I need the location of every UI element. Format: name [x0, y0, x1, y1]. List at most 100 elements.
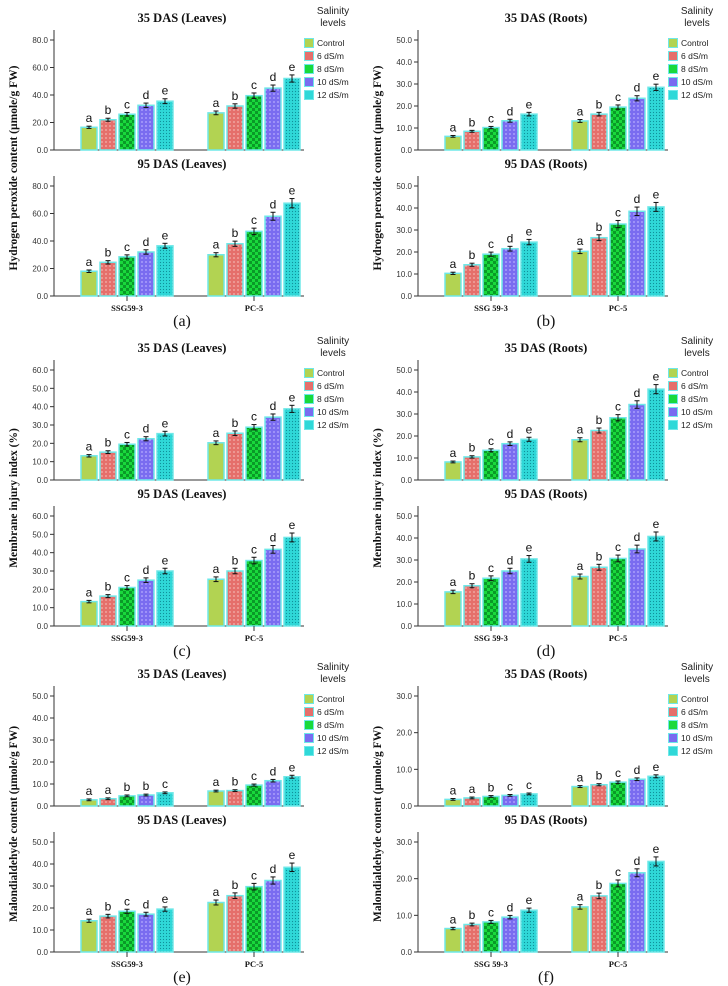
legend-title: Salinity levels: [680, 6, 714, 29]
significance-letter: b: [105, 103, 112, 117]
bar-group2-series3: [245, 559, 263, 627]
legend-item: 6 dS/m: [304, 705, 362, 718]
legend-item: 10 dS/m: [304, 405, 362, 418]
legend-item: 6 dS/m: [668, 705, 726, 718]
significance-letter: b: [232, 226, 239, 240]
significance-letter: e: [653, 517, 660, 531]
figure-d-membrane-injury-roots: 35 DAS (Roots) 0.0 10.0 20.0 30.0 40.0 50.0 a b c…: [364, 330, 728, 660]
y-tick-label: 30.0: [396, 556, 412, 565]
significance-letter: c: [124, 427, 130, 441]
y-tick-label: 30.0: [396, 838, 412, 847]
bar-group2-series3: [609, 223, 627, 297]
legend: Salinity levels Control 6 dS/m 8 dS/m 10 dS/…: [304, 6, 362, 101]
legend-swatch: [668, 732, 678, 743]
y-tick-label: 40.0: [32, 237, 48, 246]
bar-group2-series1: [207, 112, 225, 151]
legend-swatch: [304, 367, 314, 378]
legend-item: 8 dS/m: [668, 62, 726, 75]
legend-label: 8 dS/m: [681, 719, 708, 730]
significance-letter: d: [143, 235, 150, 249]
legend-label: 8 dS/m: [681, 63, 708, 74]
significance-letter: d: [507, 553, 514, 567]
legend-swatch: [304, 419, 314, 430]
bar-group1-series2: [463, 923, 481, 953]
legend-label: Control: [681, 37, 709, 48]
bar-group1-series3: [118, 795, 136, 807]
bar-group2-series3: [609, 781, 627, 807]
legend-item: 8 dS/m: [304, 62, 362, 75]
significance-letter: a: [450, 575, 457, 589]
significance-letter: b: [469, 569, 476, 583]
y-tick-label: 30.0: [32, 882, 48, 891]
bar-group2-series4: [628, 403, 646, 481]
bar-group1-series1: [80, 126, 98, 151]
significance-letter: b: [232, 89, 239, 103]
legend-item: 12 dS/m: [304, 744, 362, 757]
x-group-label: PC-5: [609, 633, 627, 643]
bar-group1-series3: [482, 921, 500, 953]
bar-group2-series2: [226, 570, 244, 627]
significance-letter: e: [653, 69, 660, 83]
x-group-label: PC-5: [245, 959, 263, 969]
bar-group2-series4: [264, 548, 282, 627]
significance-letter: c: [488, 237, 494, 251]
y-axis-label: Membrane injury index (%): [372, 428, 384, 568]
bar-group2-series3: [609, 106, 627, 151]
significance-letter: d: [634, 192, 641, 206]
bar-group1-series4: [137, 251, 155, 297]
significance-letter: b: [232, 775, 239, 789]
significance-letter: d: [143, 897, 150, 911]
bar-group1-series5: [156, 570, 174, 627]
bar-group1-series1: [444, 135, 462, 151]
bar-group2-series1: [571, 906, 589, 953]
legend-swatch: [668, 50, 678, 61]
figure-panel-label: (c): [173, 643, 191, 660]
y-tick-label: 40.0: [32, 403, 48, 412]
y-tick-label: 40.0: [396, 204, 412, 213]
y-tick-label: 0.0: [401, 292, 413, 301]
legend-title: Salinity levels: [680, 336, 714, 359]
y-tick-label: 50.0: [32, 692, 48, 701]
panel-title: 35 DAS (Roots): [505, 341, 588, 355]
y-tick-label: 80.0: [32, 36, 48, 45]
bar-group1-series2: [463, 456, 481, 481]
bar-group2-series4: [628, 548, 646, 627]
y-tick-label: 50.0: [32, 384, 48, 393]
legend-swatch: [668, 76, 678, 87]
significance-letter: b: [469, 115, 476, 129]
legend-swatch: [668, 693, 678, 704]
bar-group1-series5: [156, 792, 174, 807]
bar-group1-series1: [80, 455, 98, 481]
y-tick-label: 20.0: [32, 585, 48, 594]
panel-title: 35 DAS (Leaves): [138, 667, 227, 681]
significance-letter: e: [526, 224, 533, 238]
significance-letter: c: [251, 769, 257, 783]
bar-group2-series4: [264, 215, 282, 297]
legend-title: Salinity levels: [316, 662, 350, 685]
legend-label: Control: [317, 37, 345, 48]
legend-label: 8 dS/m: [317, 393, 344, 404]
bar-group1-series2: [99, 915, 117, 953]
significance-letter: c: [251, 410, 257, 424]
significance-letter: e: [162, 84, 169, 98]
bar-group1-series2: [99, 261, 117, 297]
bar-group2-series3: [245, 426, 263, 481]
bar-group1-series5: [156, 100, 174, 151]
significance-letter: a: [469, 782, 476, 796]
legend-label: 12 dS/m: [681, 89, 713, 100]
significance-letter: a: [450, 784, 457, 798]
bar-group1-series3: [118, 586, 136, 627]
figure-a-hydrogen-peroxide-leaves: 35 DAS (Leaves) 0.0 20.0 40.0 60.0 80.0 a b c d e a…: [0, 0, 364, 330]
significance-letter: c: [615, 865, 621, 879]
legend-label: 6 dS/m: [317, 50, 344, 61]
significance-letter: b: [596, 549, 603, 563]
legend-title: Salinity levels: [680, 662, 714, 685]
bar-group2-series2: [226, 894, 244, 953]
legend-item: 10 dS/m: [668, 731, 726, 744]
significance-letter: c: [488, 561, 494, 575]
legend-swatch: [304, 732, 314, 743]
panel-title: 35 DAS (Leaves): [138, 341, 227, 355]
legend-title: Salinity levels: [316, 6, 350, 29]
bar-group1-series5: [520, 793, 538, 807]
legend-label: 6 dS/m: [317, 380, 344, 391]
